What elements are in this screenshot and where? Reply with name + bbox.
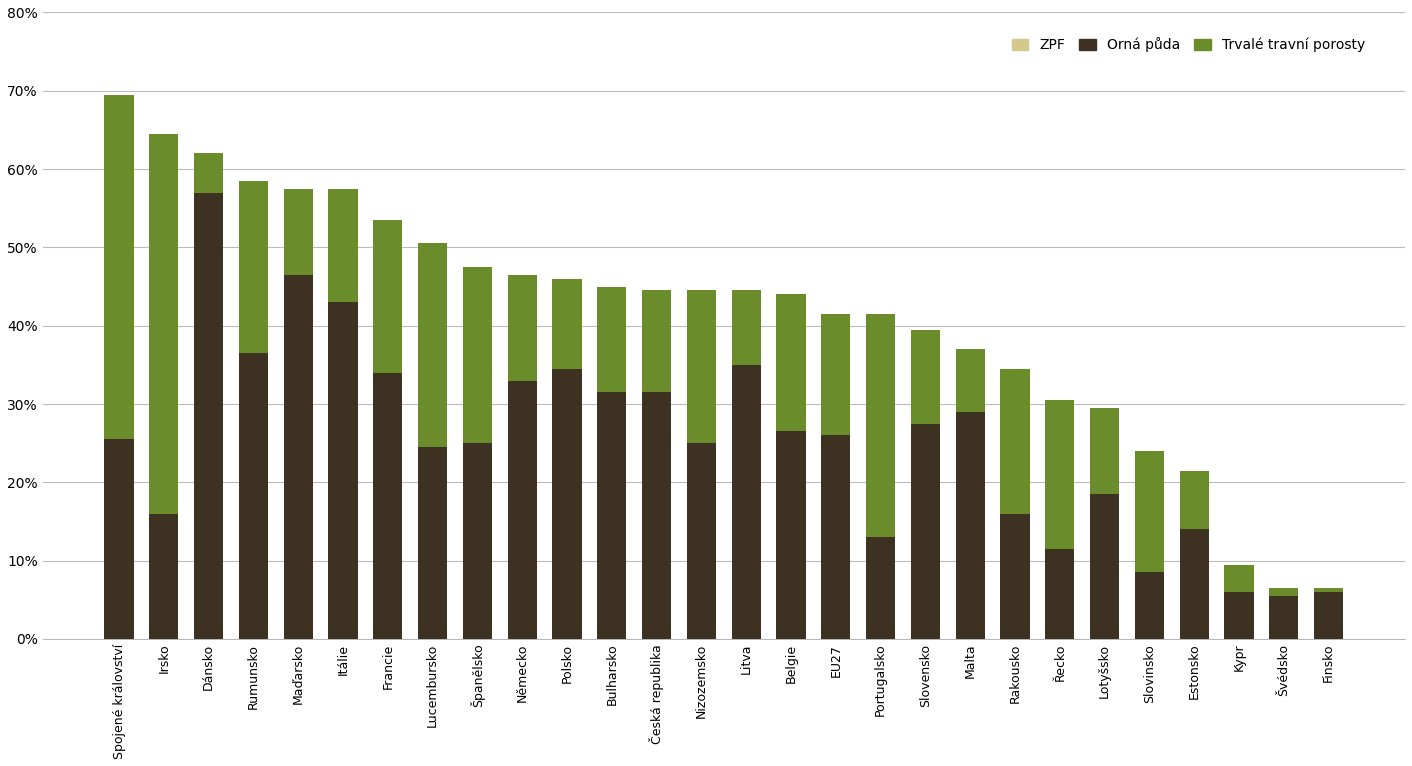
Bar <box>956 349 984 639</box>
Bar <box>193 192 223 639</box>
Bar <box>463 444 491 639</box>
Bar <box>329 188 357 639</box>
Bar <box>911 329 940 639</box>
Bar <box>463 267 491 444</box>
Bar <box>284 275 313 639</box>
Bar <box>1269 588 1298 639</box>
Bar <box>508 275 537 381</box>
Bar <box>822 314 850 435</box>
Bar <box>1315 588 1343 592</box>
Bar <box>1001 368 1029 639</box>
Bar <box>284 188 313 639</box>
Bar <box>866 537 895 639</box>
Bar <box>1224 565 1254 592</box>
Bar <box>686 444 716 639</box>
Bar <box>1135 451 1163 572</box>
Bar <box>329 188 357 303</box>
Bar <box>239 353 268 639</box>
Bar <box>822 314 850 639</box>
Bar <box>552 279 582 639</box>
Bar <box>1001 514 1029 639</box>
Bar <box>418 447 448 639</box>
Bar <box>418 244 448 447</box>
Bar <box>1315 592 1343 639</box>
Bar <box>373 220 402 639</box>
Bar <box>777 431 806 639</box>
Bar <box>1045 400 1075 549</box>
Bar <box>777 294 806 431</box>
Bar <box>956 349 984 412</box>
Bar <box>911 424 940 639</box>
Bar <box>150 134 178 639</box>
Bar <box>463 267 491 639</box>
Bar <box>597 392 627 639</box>
Bar <box>777 294 806 639</box>
Bar <box>104 439 134 639</box>
Bar <box>373 373 402 639</box>
Bar <box>373 220 402 373</box>
Bar <box>329 303 357 639</box>
Bar <box>239 181 268 639</box>
Bar <box>1045 400 1075 639</box>
Bar <box>1224 565 1254 639</box>
Bar <box>1135 451 1163 639</box>
Bar <box>731 290 761 639</box>
Bar <box>597 286 627 392</box>
Bar <box>731 290 761 365</box>
Bar <box>150 134 178 514</box>
Bar <box>1001 368 1029 514</box>
Bar <box>508 381 537 639</box>
Bar <box>642 290 671 392</box>
Bar <box>686 290 716 444</box>
Bar <box>284 188 313 275</box>
Legend: ZPF, Orná půda, Trvalé travní porosty: ZPF, Orná půda, Trvalé travní porosty <box>1007 32 1371 58</box>
Bar <box>1269 596 1298 639</box>
Bar <box>104 95 134 639</box>
Bar <box>104 95 134 439</box>
Bar <box>1135 572 1163 639</box>
Bar <box>956 412 984 639</box>
Bar <box>911 329 940 424</box>
Bar <box>1045 549 1075 639</box>
Bar <box>686 290 716 639</box>
Bar <box>642 290 671 639</box>
Bar <box>1179 529 1209 639</box>
Bar <box>508 275 537 639</box>
Bar <box>1090 408 1120 639</box>
Bar <box>866 314 895 537</box>
Bar <box>239 181 268 353</box>
Bar <box>1179 470 1209 529</box>
Bar <box>1090 408 1120 494</box>
Bar <box>642 392 671 639</box>
Bar <box>597 286 627 639</box>
Bar <box>193 153 223 192</box>
Bar <box>1224 592 1254 639</box>
Bar <box>418 244 448 639</box>
Bar <box>822 435 850 639</box>
Bar <box>1179 470 1209 639</box>
Bar <box>731 365 761 639</box>
Bar <box>552 368 582 639</box>
Bar <box>552 279 582 368</box>
Bar <box>1315 588 1343 639</box>
Bar <box>866 314 895 639</box>
Bar <box>1269 588 1298 596</box>
Bar <box>193 153 223 639</box>
Bar <box>150 514 178 639</box>
Bar <box>1090 494 1120 639</box>
